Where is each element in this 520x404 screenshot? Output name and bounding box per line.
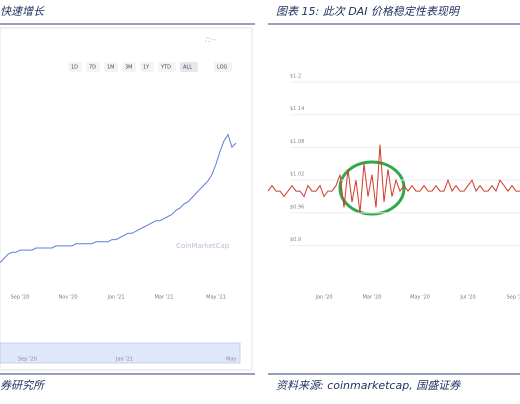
y-tick-label: $0.9 bbox=[290, 237, 301, 243]
y-tick-label: $1.08 bbox=[290, 139, 304, 145]
chart-title: 快速增长 bbox=[0, 5, 45, 18]
x-tick-label: Mar '21 bbox=[155, 295, 174, 301]
y-tick-label: $1.2 bbox=[290, 74, 301, 80]
navigator-label: Sep '20 bbox=[18, 357, 37, 363]
line bbox=[267, 144, 520, 213]
range-button-label[interactable]: 1D bbox=[71, 65, 78, 71]
range-button[interactable] bbox=[122, 62, 136, 72]
x-tick-label: Jul '20 bbox=[459, 295, 475, 301]
range-button[interactable] bbox=[104, 62, 118, 72]
range-button-label[interactable]: 3M bbox=[125, 65, 133, 71]
chart-title: 图表 15: 此次 DAI 价格稳定性表现明 bbox=[276, 5, 461, 18]
line bbox=[0, 133, 237, 264]
watermark: CoinMarketCap bbox=[176, 242, 230, 250]
y-tick-label: $0.96 bbox=[290, 204, 304, 210]
range-button[interactable] bbox=[68, 62, 82, 72]
source: 券研究所 bbox=[0, 379, 46, 392]
range-button[interactable] bbox=[140, 62, 154, 72]
range-button-label[interactable]: 7D bbox=[89, 65, 96, 71]
y-tick-label: $1.14 bbox=[290, 106, 304, 112]
range-button-label[interactable]: LOG bbox=[217, 65, 228, 71]
x-tick-label: Sep '20 bbox=[507, 295, 520, 301]
navigator-label: Jan '21 bbox=[115, 357, 133, 363]
x-tick-label: Nov '20 bbox=[58, 295, 77, 301]
y-tick-label: $1.02 bbox=[290, 172, 304, 178]
x-tick-label: Jan '21 bbox=[106, 295, 124, 301]
range-button-label[interactable]: YTD bbox=[160, 65, 171, 71]
x-tick-label: Sep '20 bbox=[11, 295, 30, 301]
range-button-label[interactable]: 1Y bbox=[143, 65, 150, 71]
range-button-label[interactable]: 1M bbox=[107, 65, 115, 71]
x-tick-label: Mar '20 bbox=[363, 295, 382, 301]
x-tick-label: Jan '20 bbox=[314, 295, 332, 301]
range-button[interactable] bbox=[158, 62, 176, 72]
x-tick-label: May '21 bbox=[206, 295, 226, 301]
range-button[interactable] bbox=[214, 62, 232, 72]
source: 资料来源: coinmarketcap, 国盛证券 bbox=[276, 379, 461, 392]
range-button[interactable] bbox=[86, 62, 100, 72]
x-tick-label: May '20 bbox=[410, 295, 430, 301]
navigator-label: May bbox=[226, 357, 236, 363]
range-button-label[interactable]: ALL bbox=[183, 65, 192, 71]
range-button[interactable] bbox=[180, 62, 198, 72]
icon: ⛶ ··· bbox=[206, 38, 216, 44]
